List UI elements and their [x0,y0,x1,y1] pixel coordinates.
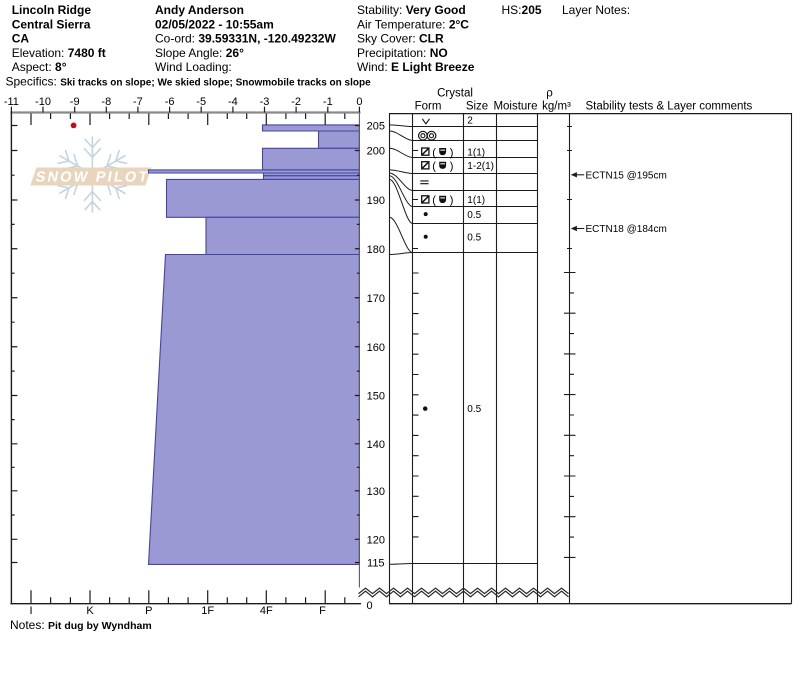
svg-text:140: 140 [367,439,385,451]
svg-text:Air Temperature: 2°C: Air Temperature: 2°C [357,17,469,31]
svg-text:0: 0 [356,96,362,108]
svg-text:115: 115 [367,558,385,570]
svg-text:ECTN18 @184cm: ECTN18 @184cm [586,224,667,235]
svg-text:kg/m³: kg/m³ [542,101,571,113]
svg-text:0.5: 0.5 [467,404,481,415]
svg-text:-7: -7 [133,96,143,108]
svg-text:-11: -11 [4,96,19,108]
svg-text:190: 190 [367,195,385,207]
svg-text:Moisture: Moisture [493,101,537,113]
svg-text:180: 180 [367,244,385,256]
svg-text:K: K [86,605,94,617]
svg-text:4F: 4F [260,605,273,617]
svg-text:1-2(1): 1-2(1) [467,161,494,172]
svg-text:Stability tests & Layer commen: Stability tests & Layer comments [586,101,753,113]
svg-text:Elevation: 7480 ft: Elevation: 7480 ft [12,46,106,60]
svg-text:Specifics: Ski tracks on slope: Specifics: Ski tracks on slope; We skied… [6,74,372,88]
svg-text:Wind Loading:: Wind Loading: [155,60,232,74]
svg-text:Wind: E Light Breeze: Wind: E Light Breeze [357,60,475,74]
svg-text:Size: Size [466,101,488,113]
svg-text:-2: -2 [291,96,301,108]
svg-text:SNOW PILOT: SNOW PILOT [34,170,151,186]
svg-text:1F: 1F [201,605,214,617]
svg-text:120: 120 [367,534,385,546]
svg-text:130: 130 [367,486,385,498]
svg-text:-8: -8 [101,96,111,108]
svg-text:205: 205 [367,121,385,133]
svg-text:200: 200 [367,146,385,158]
svg-text:Lincoln Ridge: Lincoln Ridge [12,3,92,17]
svg-text:-10: -10 [35,96,51,108]
svg-text:ECTN15 @195cm: ECTN15 @195cm [586,170,667,181]
svg-text:P: P [145,605,152,617]
svg-text:Form: Form [415,101,442,113]
svg-text:0: 0 [367,600,373,612]
svg-text:1(1): 1(1) [467,147,485,158]
svg-text:Central Sierra: Central Sierra [12,17,91,31]
svg-text:0.5: 0.5 [467,210,481,221]
svg-text:ρ: ρ [546,88,553,100]
svg-text:160: 160 [367,342,385,354]
svg-text:I: I [29,605,32,617]
svg-text:(: ( [432,195,436,207]
svg-text:Layer Notes:: Layer Notes: [562,3,630,17]
svg-text:Andy Anderson: Andy Anderson [155,3,244,17]
svg-text:): ) [450,195,454,207]
svg-text:(: ( [432,147,436,159]
svg-text:CA: CA [12,32,30,46]
svg-text:0.5: 0.5 [467,233,481,244]
svg-text:Slope Angle: 26°: Slope Angle: 26° [155,46,244,60]
svg-text:-5: -5 [196,96,206,108]
svg-text:02/05/2022 - 10:55am: 02/05/2022 - 10:55am [155,17,274,31]
svg-text:-6: -6 [165,96,175,108]
svg-text:Notes: Pit dug by Wyndham: Notes: Pit dug by Wyndham [10,618,152,632]
svg-text:Stability: Very Good: Stability: Very Good [357,3,466,17]
svg-text:HS:205: HS:205 [502,3,542,17]
svg-text:): ) [450,161,454,173]
svg-text:Crystal: Crystal [437,88,473,100]
svg-text:150: 150 [367,391,385,403]
svg-text:2: 2 [467,116,473,127]
svg-text:170: 170 [367,293,385,305]
svg-text:-1: -1 [323,96,333,108]
svg-text:Aspect: 8°: Aspect: 8° [12,60,67,74]
svg-text:-9: -9 [70,96,80,108]
svg-text:F: F [319,605,326,617]
svg-text:Sky Cover: CLR: Sky Cover: CLR [357,32,444,46]
svg-text:Co-ord: 39.59331N, -120.49232W: Co-ord: 39.59331N, -120.49232W [155,32,336,46]
svg-text:-4: -4 [228,96,238,108]
svg-text:(: ( [432,161,436,173]
svg-text:-3: -3 [260,96,270,108]
svg-text:1(1): 1(1) [467,195,485,206]
svg-text:Precipitation: NO: Precipitation: NO [357,46,448,60]
svg-text:): ) [450,147,454,159]
